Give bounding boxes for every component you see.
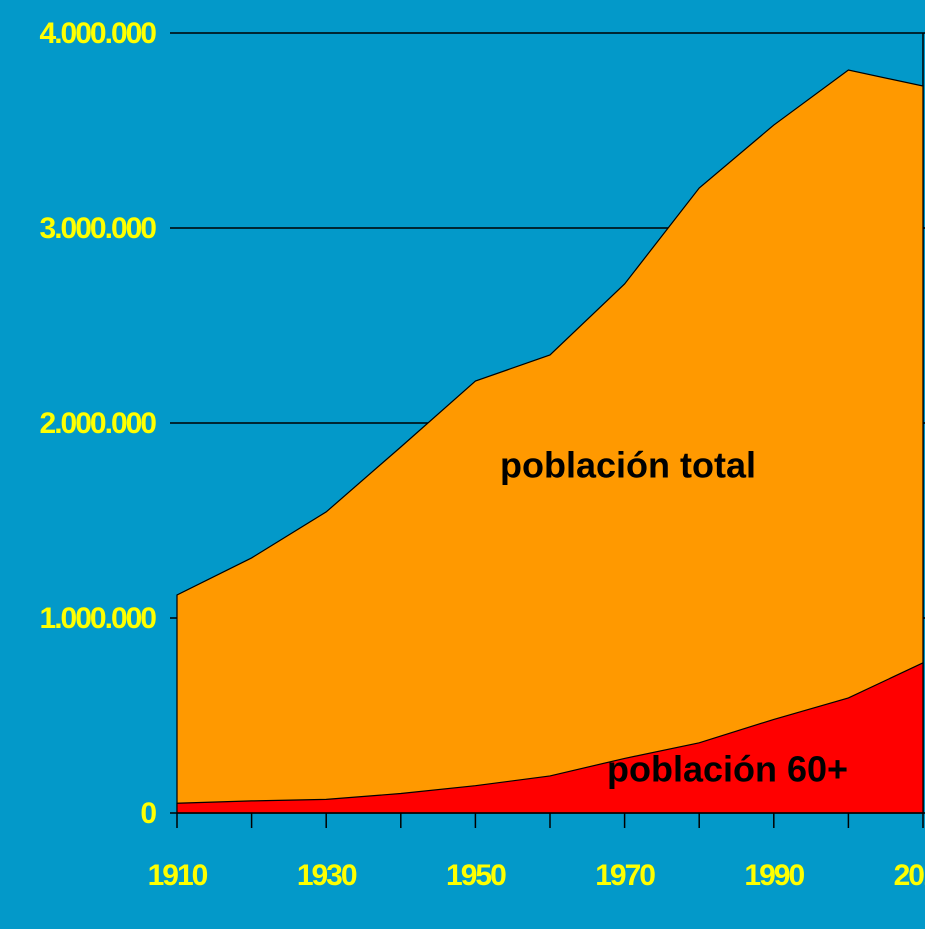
x-tick-label: 1910 bbox=[148, 859, 208, 892]
area bbox=[176, 69, 924, 814]
y-tick-label: 0 bbox=[140, 797, 156, 830]
x-tick-label: 1990 bbox=[744, 859, 804, 892]
x-tick-label: 1950 bbox=[446, 859, 506, 892]
x-tick-label: 1970 bbox=[595, 859, 655, 892]
x-tick-label: 1930 bbox=[297, 859, 357, 892]
annotation: población total bbox=[500, 445, 756, 486]
y-tick-label: 2.000.000 bbox=[40, 407, 157, 440]
y-tick-label: 1.000.000 bbox=[40, 602, 157, 635]
x-tick-label: 2010 bbox=[894, 859, 925, 892]
y-tick-label: 4.000.000 bbox=[40, 17, 157, 50]
annotation: población 60+ bbox=[607, 749, 848, 790]
area bbox=[176, 661, 924, 814]
y-tick-label: 3.000.000 bbox=[40, 212, 157, 245]
